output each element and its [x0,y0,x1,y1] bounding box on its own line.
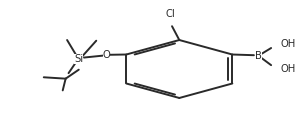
Text: Cl: Cl [166,9,176,19]
Text: Si: Si [74,54,83,64]
Text: B: B [255,51,262,61]
Text: OH: OH [280,64,296,74]
Text: OH: OH [280,39,296,49]
Text: O: O [103,50,110,60]
